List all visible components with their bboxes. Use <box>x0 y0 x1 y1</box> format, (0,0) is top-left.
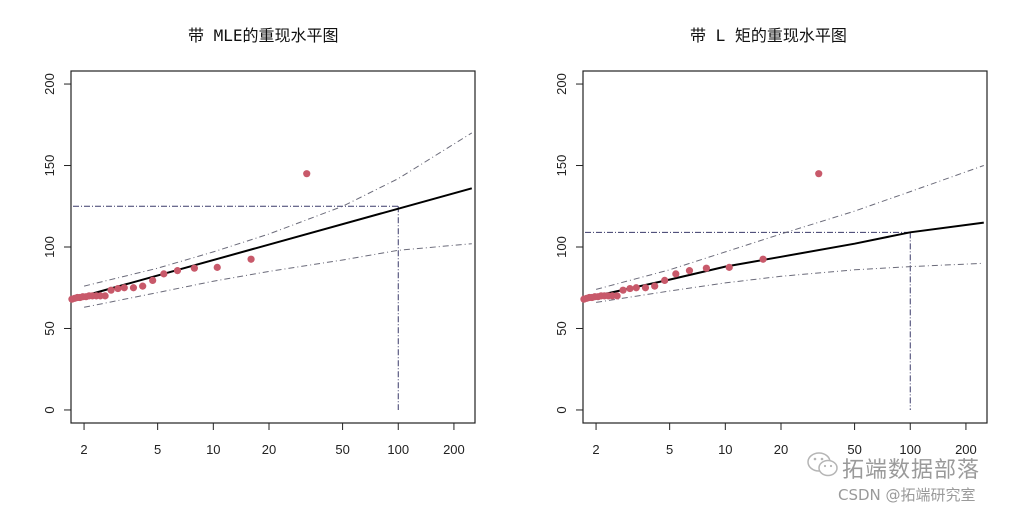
data-point <box>613 292 621 300</box>
y-tick-label: 150 <box>554 155 569 177</box>
data-point <box>247 255 255 263</box>
data-point <box>651 282 659 290</box>
lower-ci-line <box>596 262 984 303</box>
data-point <box>160 270 168 278</box>
plot-lmoments: 0 50 100 150 200 2 5 10 20 50 100 200 <box>554 70 988 457</box>
data-point <box>661 276 669 285</box>
data-point <box>149 276 157 285</box>
data-point <box>672 270 680 278</box>
data-point <box>759 255 767 263</box>
x-tick-label: 200 <box>955 442 977 457</box>
data-point <box>114 284 122 293</box>
data-point <box>101 292 109 300</box>
x-tick-label: 100 <box>387 442 409 457</box>
x-tick-label: 10 <box>718 442 732 457</box>
x-tick-label: 2 <box>80 442 87 457</box>
data-point <box>139 282 147 290</box>
y-tick-label: 100 <box>42 236 57 258</box>
x-tick-label: 5 <box>666 442 673 457</box>
data-point <box>129 284 138 292</box>
y-tick-label: 0 <box>42 406 57 413</box>
y-tick-label: 0 <box>554 406 569 413</box>
data-point <box>626 284 634 293</box>
x-tick-label: 50 <box>335 442 349 457</box>
data-point <box>303 170 311 178</box>
x-tick-label: 5 <box>154 442 161 457</box>
data-point <box>190 264 198 272</box>
watermark-brand: 拓端数据部落 <box>842 458 981 483</box>
return-level-line <box>595 221 984 297</box>
x-tick-label: 20 <box>774 442 788 457</box>
chart-title-mle: 带 MLE的重现水平图 <box>188 26 339 45</box>
wechat-icon <box>807 452 838 477</box>
x-tick-label: 200 <box>443 442 465 457</box>
data-point <box>619 286 627 294</box>
upper-ci-line <box>83 132 473 287</box>
watermark-source: CSDN @拓端研究室 <box>838 486 976 504</box>
x-tick-label: 50 <box>847 442 861 457</box>
data-point <box>815 170 823 178</box>
data-point <box>725 263 733 271</box>
upper-ci-line <box>595 165 984 290</box>
data-point <box>702 264 710 272</box>
plot-frame <box>582 70 988 424</box>
data-point <box>632 284 640 292</box>
x-tick-label: 100 <box>899 442 921 457</box>
y-tick-label: 50 <box>554 321 569 335</box>
plot-mle: 0 50 100 150 200 2 5 10 20 50 100 200 <box>42 70 476 457</box>
data-point <box>107 286 115 294</box>
y-tick-label: 50 <box>42 321 57 335</box>
y-tick-label: 200 <box>554 73 569 95</box>
y-tick-label: 200 <box>42 73 57 95</box>
data-point <box>641 284 650 292</box>
data-point <box>120 284 128 292</box>
chart-title-lmoments: 带 L 矩的重现水平图 <box>690 26 847 45</box>
x-tick-label: 10 <box>206 442 220 457</box>
y-tick-label: 100 <box>554 236 569 258</box>
return-level-line <box>83 187 473 297</box>
y-tick-label: 150 <box>42 155 57 177</box>
x-tick-label: 20 <box>262 442 276 457</box>
plot-frame <box>70 70 476 424</box>
data-point <box>173 267 182 275</box>
data-point <box>685 267 694 275</box>
x-tick-label: 2 <box>592 442 599 457</box>
lower-ci-line <box>84 243 472 308</box>
data-point <box>213 263 221 271</box>
